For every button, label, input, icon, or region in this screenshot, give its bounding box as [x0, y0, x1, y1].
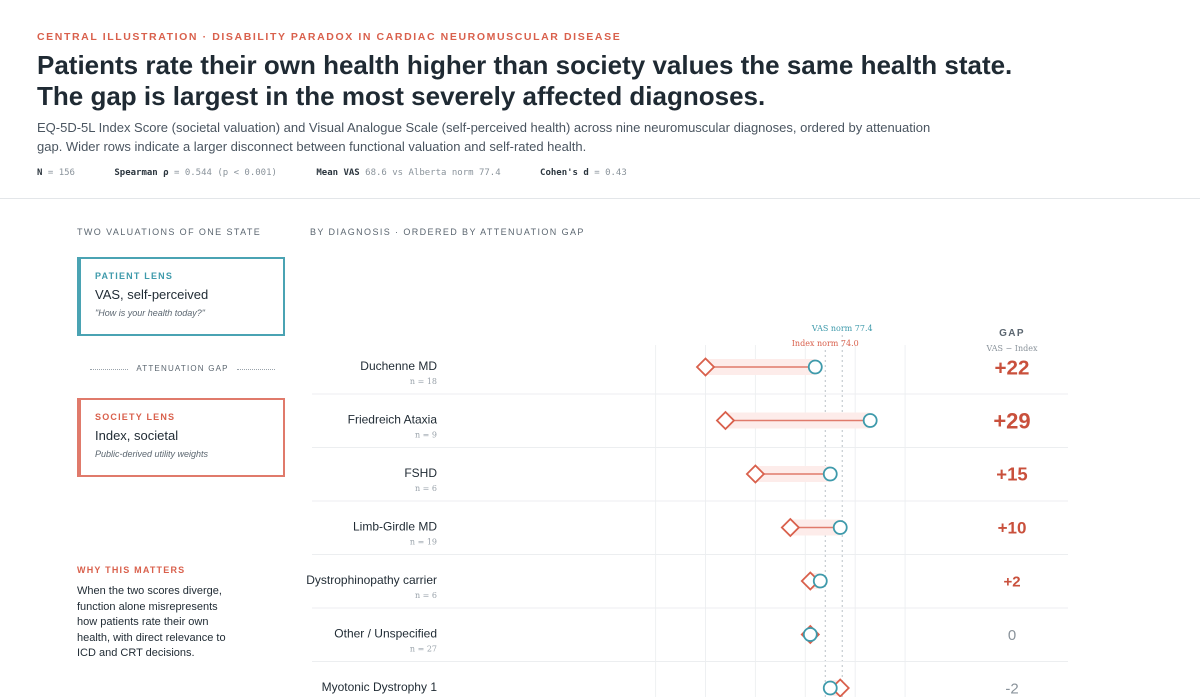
row-label: Myotonic Dystrophy 1	[322, 680, 438, 694]
left-section-label: TWO VALUATIONS OF ONE STATE	[77, 227, 262, 237]
gap-header: GAP	[999, 328, 1025, 339]
gap-subheader: VAS − Index	[986, 344, 1038, 353]
gap-value: +15	[996, 464, 1027, 485]
row-label: Duchenne MD	[360, 359, 437, 373]
why-heading: WHY THIS MATTERS	[77, 565, 186, 575]
society-lens-note: Public-derived utility weights	[95, 449, 209, 459]
society-lens-label: SOCIETY LENS	[95, 412, 176, 422]
gap-value: 0	[1008, 627, 1016, 644]
row-n: n = 18	[410, 377, 437, 386]
row-label: Limb-Girdle MD	[353, 520, 437, 534]
gap-value: +2	[1003, 573, 1020, 590]
row-n: n = 19	[410, 538, 437, 547]
chart-section-label: BY DIAGNOSIS · ORDERED BY ATTENUATION GA…	[310, 227, 585, 237]
eyebrow: CENTRAL ILLUSTRATION · DISABILITY PARADO…	[37, 31, 622, 43]
index-marker	[745, 464, 766, 484]
patient-lens-name: VAS, self-perceived	[95, 287, 209, 302]
subtitle: EQ-5D-5L Index Score (societal valuation…	[37, 120, 931, 154]
patient-lens-label: PATIENT LENS	[95, 271, 174, 281]
society-lens-name: Index, societal	[95, 428, 179, 443]
society-lens-card: SOCIETY LENS Index, societal Public-deri…	[77, 398, 285, 477]
row-n: n = 9	[415, 431, 437, 440]
row-label: Friedreich Ataxia	[348, 413, 438, 427]
stat-cohens-d: Cohen's d = 0.43	[540, 168, 627, 178]
patient-lens-question: "How is your health today?"	[95, 308, 205, 318]
vas-marker	[822, 466, 838, 482]
row-n: n = 6	[415, 591, 437, 600]
vas-marker	[807, 359, 823, 375]
gap-value: +29	[993, 408, 1030, 433]
vas-marker	[832, 520, 848, 535]
stat-n: N = 156	[37, 168, 75, 178]
row-label: FSHD	[404, 466, 437, 480]
vas-marker	[812, 573, 828, 589]
why-text: When the two scores diverge, function al…	[77, 585, 226, 659]
stats-bar: N = 156 Spearman ρ = 0.544 (p < 0.001) M…	[37, 168, 661, 178]
row-n: n = 27	[410, 645, 437, 654]
gap-value: +22	[995, 356, 1030, 379]
row-label: Dystrophinopathy carrier	[306, 573, 437, 587]
index-marker	[780, 517, 801, 538]
vas-marker	[822, 680, 838, 696]
row-label: Other / Unspecified	[334, 627, 437, 641]
vas-marker	[802, 627, 818, 642]
index-marker	[695, 357, 716, 377]
vas-marker	[862, 413, 878, 428]
header-divider	[0, 198, 1200, 199]
title-line-2: The gap is largest in the most severely …	[37, 81, 766, 111]
patient-lens-card: PATIENT LENS VAS, self-perceived "How is…	[77, 257, 285, 336]
index-marker	[715, 410, 736, 431]
row-n: n = 6	[415, 484, 437, 493]
stat-spearman: Spearman ρ = 0.544 (p < 0.001)	[114, 168, 277, 178]
reference-label-index: Index norm 74.0	[792, 339, 859, 348]
gap-value: +10	[998, 519, 1027, 538]
reference-label-vas: VAS norm 77.4	[811, 324, 873, 333]
gap-value: -2	[1005, 680, 1018, 697]
title-line-1: Patients rate their own health higher th…	[37, 50, 1013, 80]
stat-mean-vas: Mean VAS 68.6 vs Alberta norm 77.4	[316, 168, 501, 178]
attenuation-gap-label: ATTENUATION GAP	[90, 364, 275, 373]
page-title: Patients rate their own health higher th…	[37, 50, 1137, 112]
